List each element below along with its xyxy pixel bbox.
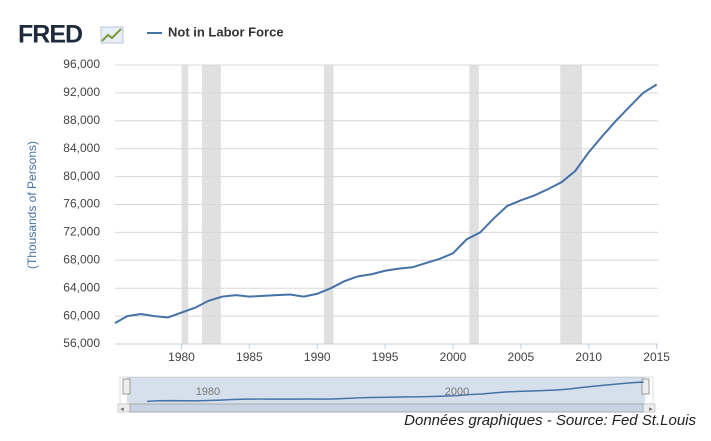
y-axis-label: (Thousands of Persons) [25,141,39,269]
x-tick-label: 1980 [168,350,195,364]
y-tick-label: 60,000 [63,308,100,322]
navigator [119,376,654,405]
x-tick-label: 2015 [643,350,670,364]
y-tick-label: 80,000 [63,169,100,183]
navigator-line [146,381,644,403]
source-note: Données graphiques - Source: Fed St.Loui… [404,412,696,429]
series-line [114,83,658,324]
svg-text:▸: ▸ [649,406,653,413]
y-tick-label: 72,000 [63,225,100,239]
svg-text:◂: ◂ [120,406,124,413]
x-tick-label: 1985 [236,350,263,364]
y-tick-label: 76,000 [63,197,100,211]
x-tick-label: 2010 [575,350,602,364]
logo-icon [100,26,124,44]
y-tick-label: 64,000 [63,280,100,294]
navigator-tick-label: 1980 [196,386,220,398]
scrollbar: ◂ ▸ [117,403,656,413]
y-tick-label: 96,000 [63,57,100,71]
y-tick-label: 56,000 [63,336,100,350]
x-tick-label: 2005 [508,350,535,364]
y-tick-label: 68,000 [63,252,100,266]
x-tick-label: 2000 [440,350,467,364]
legend-label: Not in Labor Force [168,24,284,39]
navigator-tick-label: 2000 [445,386,469,398]
y-tick-label: 88,000 [63,113,100,127]
y-tick-label: 92,000 [63,85,100,99]
brand-logo: FRED [18,21,82,49]
x-tick-label: 1990 [304,350,331,364]
x-tick-label: 1995 [372,350,399,364]
y-tick-label: 84,000 [63,141,100,155]
